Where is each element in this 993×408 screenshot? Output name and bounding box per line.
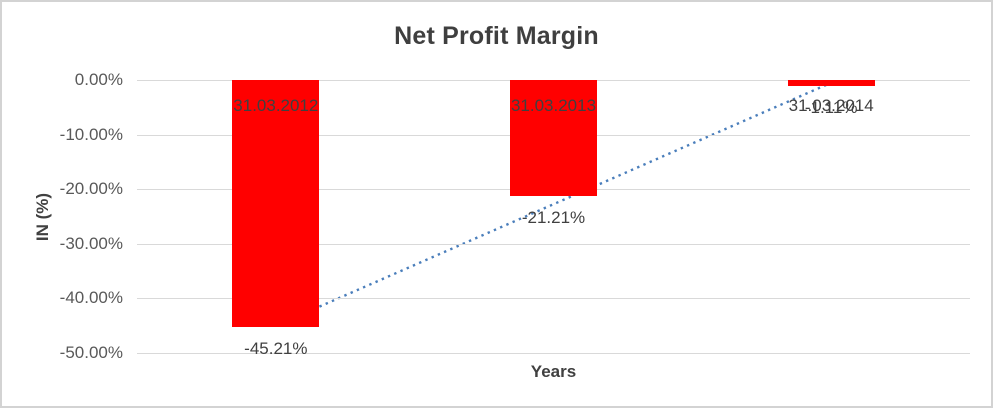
gridline xyxy=(137,243,970,245)
category-label: 31.03.2012 xyxy=(233,96,319,115)
gridline xyxy=(137,353,970,354)
y-tick-label: 0.00% xyxy=(74,70,123,89)
y-axis-tick-labels: 0.00% -10.00% -20.00% -30.00% -40.00% -50.00% xyxy=(2,70,137,362)
chart-title: Net Profit Margin xyxy=(394,22,599,50)
y-tick-label: -10.00% xyxy=(59,124,123,144)
y-tick-label: -20.00% xyxy=(59,179,123,199)
value-label: -21.21% xyxy=(521,207,586,227)
trendline xyxy=(275,81,832,327)
bar-31.03.2013 xyxy=(510,80,597,196)
value-label: -1.11% xyxy=(804,98,858,118)
bar-31.03.2012 xyxy=(232,80,320,327)
y-tick-label: -40.00% xyxy=(59,288,123,308)
category-label: 31.03.2014 xyxy=(788,96,874,115)
value-label: -45.21% xyxy=(244,338,308,358)
plot-area: 31.03.2012 -45.21% 31.03.2013 -21.21% 31.03.… xyxy=(137,80,970,358)
gridline xyxy=(137,298,970,300)
y-tick-label: -50.00% xyxy=(59,343,123,362)
bar-31.03.2014 xyxy=(787,80,875,87)
category-label: 31.03.2013 xyxy=(510,96,597,115)
x-axis-title: Years xyxy=(530,362,577,381)
y-tick-label: -30.00% xyxy=(59,233,123,253)
